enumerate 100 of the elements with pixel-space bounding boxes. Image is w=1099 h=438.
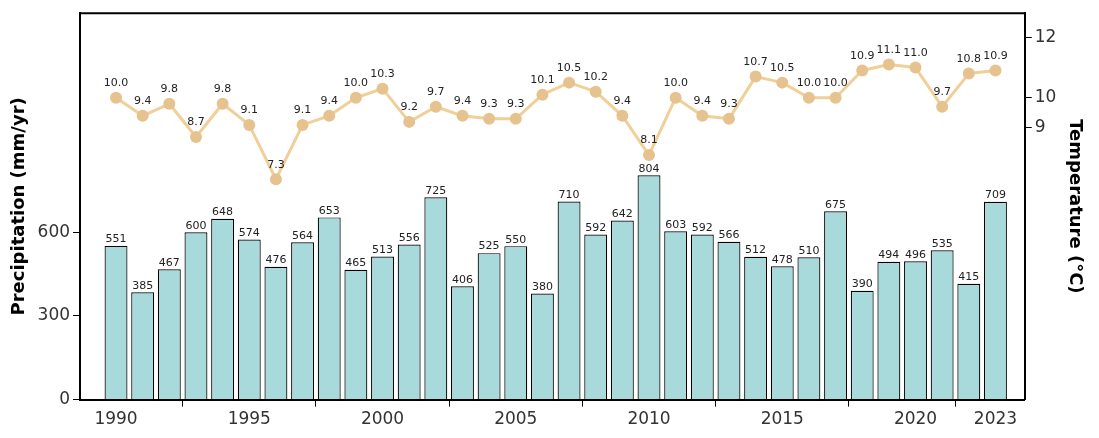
data-label: 465 (345, 256, 367, 270)
point (376, 82, 389, 95)
data-label: 11.0 (903, 45, 928, 59)
data-label: 710 (558, 187, 580, 201)
data-label: 7.3 (267, 157, 285, 171)
point (536, 88, 549, 101)
data-label: 8.1 (640, 133, 658, 147)
point (643, 149, 656, 162)
x-tick-label: 2023 (973, 408, 1018, 429)
data-label: 566 (718, 228, 740, 242)
data-label: 406 (451, 272, 473, 286)
y2-tick-label: 10 (1034, 86, 1057, 107)
data-label: 512 (745, 243, 767, 257)
data-label: 9.3 (507, 97, 525, 111)
point (403, 115, 416, 128)
point (163, 97, 176, 110)
data-label: 653 (318, 203, 340, 217)
point (909, 61, 922, 74)
data-label: 467 (158, 255, 180, 269)
x-tick-label: 1995 (227, 408, 271, 429)
data-label: 10.0 (343, 76, 369, 90)
point (696, 109, 709, 122)
data-label: 9.8 (160, 82, 179, 96)
data-label: 525 (478, 239, 500, 253)
point (136, 109, 149, 122)
data-label: 556 (398, 230, 420, 244)
point (349, 91, 362, 104)
data-label: 380 (531, 279, 553, 293)
x-tick-label: 1990 (94, 408, 138, 429)
point (856, 64, 869, 77)
data-label: 10.2 (583, 70, 608, 84)
data-label: 9.4 (693, 94, 712, 108)
x-tick-label: 2015 (760, 408, 804, 429)
data-label: 478 (771, 252, 793, 266)
data-label: 8.7 (187, 115, 205, 129)
y-axis-title: Precipitation (mm/yr) (7, 97, 29, 316)
point (882, 58, 895, 71)
point (189, 130, 202, 143)
y2-tick-label: 12 (1034, 25, 1057, 46)
data-label: 10.0 (796, 76, 822, 90)
point (323, 109, 336, 122)
data-label: 9.4 (320, 94, 338, 108)
x-tick-label: 2020 (893, 408, 938, 429)
data-label: 9.8 (213, 82, 232, 96)
data-label: 10.7 (743, 54, 768, 68)
data-label: 642 (611, 206, 633, 220)
point (269, 173, 282, 186)
y2-tick-label: 9 (1034, 116, 1046, 137)
point (243, 118, 256, 131)
data-label: 709 (984, 188, 1006, 202)
data-label: 9.7 (427, 85, 445, 99)
point (989, 64, 1002, 77)
data-label: 476 (265, 253, 287, 267)
data-label: 415 (958, 270, 980, 284)
data-label: 385 (132, 278, 154, 292)
point (589, 85, 602, 98)
data-label: 550 (505, 232, 527, 246)
y2-axis-title: Temperature (°C) (1065, 119, 1087, 294)
point (722, 112, 735, 125)
point (829, 91, 842, 104)
point (936, 100, 949, 113)
data-label: 11.1 (876, 42, 902, 56)
x-tick-label: 2000 (360, 408, 405, 429)
data-label: 592 (691, 220, 713, 234)
point (962, 67, 975, 80)
data-label: 10.3 (370, 67, 395, 81)
data-label: 9.1 (240, 103, 259, 117)
data-label: 564 (292, 228, 314, 242)
x-tick-label: 2005 (494, 408, 538, 429)
data-label: 603 (665, 217, 687, 231)
point (802, 91, 815, 104)
data-label: 9.3 (480, 97, 498, 111)
data-label: 574 (238, 225, 260, 239)
data-label: 9.4 (613, 94, 632, 108)
point (509, 112, 522, 125)
data-label: 9.4 (453, 94, 472, 108)
data-label: 10.0 (823, 76, 848, 90)
data-label: 10.5 (770, 60, 795, 74)
data-label: 10.0 (663, 76, 688, 90)
data-label: 9.2 (400, 100, 418, 114)
y-tick-label: 600 (37, 220, 71, 241)
data-label: 496 (905, 247, 927, 261)
data-label: 494 (878, 248, 900, 262)
data-label: 9.3 (720, 97, 738, 111)
data-label: 390 (851, 277, 873, 291)
point (483, 112, 496, 125)
data-label: 9.7 (933, 85, 951, 99)
data-label: 510 (798, 243, 820, 257)
point (110, 91, 123, 104)
y-tick-label: 300 (37, 304, 71, 325)
data-label: 9.4 (133, 94, 152, 108)
data-label: 10.0 (103, 76, 129, 90)
point (669, 91, 682, 104)
data-label: 535 (931, 236, 953, 250)
data-label: 551 (105, 232, 127, 246)
data-label: 10.1 (530, 73, 555, 87)
data-label: 675 (825, 197, 847, 211)
point (776, 76, 789, 89)
data-label: 648 (212, 205, 234, 219)
data-label: 592 (585, 220, 607, 234)
